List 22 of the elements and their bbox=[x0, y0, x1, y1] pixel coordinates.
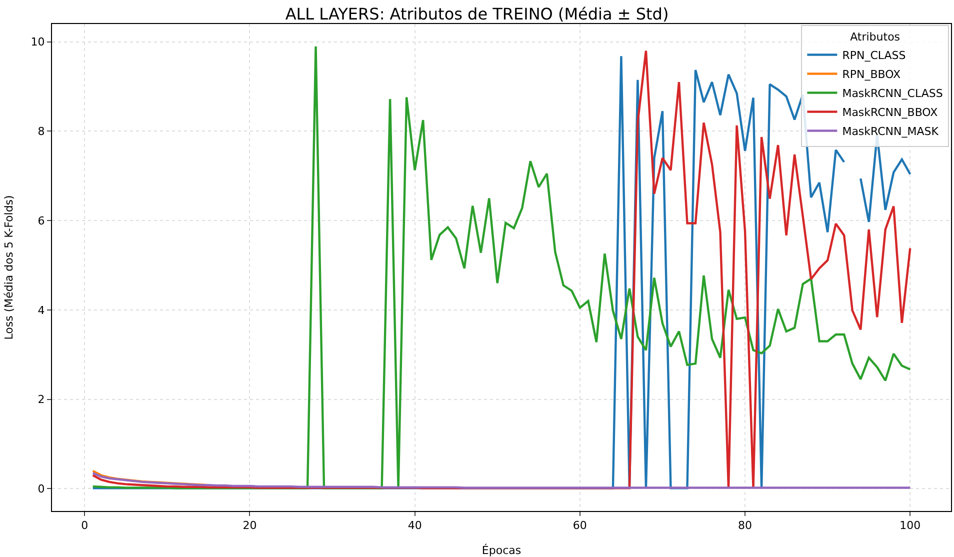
legend-label: MaskRCNN_BBOX bbox=[842, 106, 938, 120]
x-tick-label: 100 bbox=[900, 519, 921, 532]
x-tick-label: 40 bbox=[408, 519, 422, 532]
y-tick-label: 8 bbox=[38, 125, 45, 138]
y-tick-label: 4 bbox=[38, 304, 45, 317]
legend-title: Atributos bbox=[850, 30, 900, 44]
x-tick-label: 60 bbox=[572, 519, 587, 532]
legend-label: RPN_BBOX bbox=[842, 68, 902, 82]
y-tick-label: 6 bbox=[38, 214, 45, 228]
line-series bbox=[92, 472, 912, 489]
x-tick-label: 0 bbox=[81, 519, 88, 532]
legend-label: RPN_CLASS bbox=[842, 49, 906, 62]
y-tick-label: 0 bbox=[38, 482, 45, 496]
y-axis-title: Loss (Média dos 5 K-Folds) bbox=[2, 195, 16, 340]
chart-title: ALL LAYERS: Atributos de TREINO (Média ± Std) bbox=[285, 4, 669, 24]
y-tick-label: 2 bbox=[38, 393, 45, 406]
legend-label: MaskRCNN_CLASS bbox=[842, 87, 943, 100]
legend-label: MaskRCNN_MASK bbox=[842, 125, 940, 138]
x-tick-label: 80 bbox=[738, 519, 752, 532]
x-tick-label: 20 bbox=[242, 519, 257, 532]
y-tick-label: 10 bbox=[30, 36, 45, 49]
x-axis-title: Épocas bbox=[482, 543, 522, 557]
